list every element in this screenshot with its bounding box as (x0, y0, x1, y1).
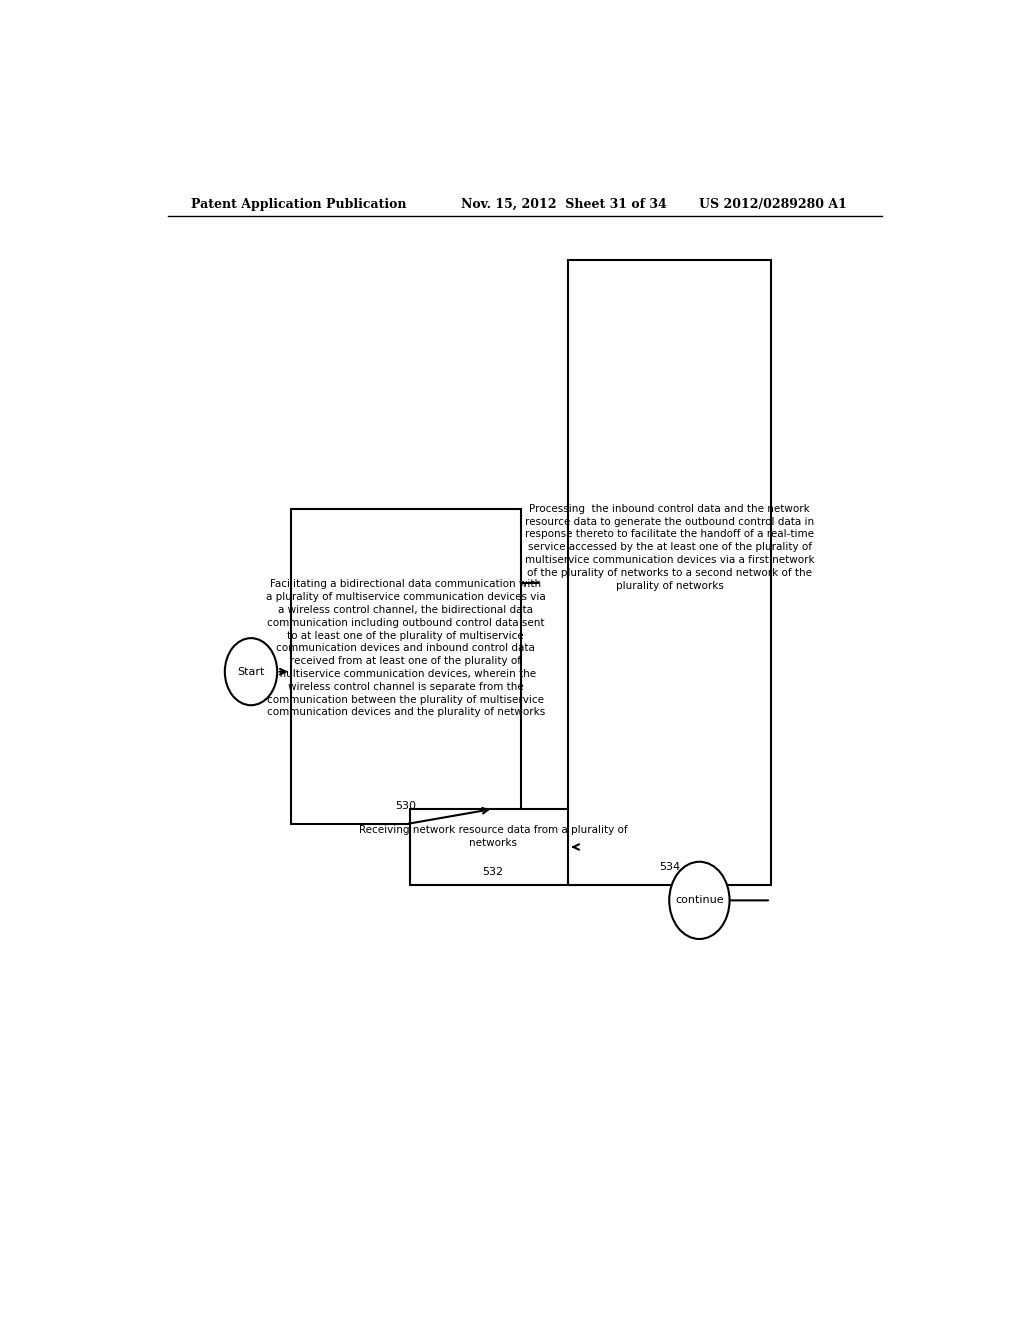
FancyBboxPatch shape (410, 809, 577, 886)
Text: US 2012/0289280 A1: US 2012/0289280 A1 (699, 198, 847, 211)
Text: Patent Application Publication: Patent Application Publication (191, 198, 407, 211)
Text: continue: continue (675, 895, 724, 906)
Text: FIG. 48: FIG. 48 (459, 562, 519, 578)
Text: Start: Start (238, 667, 264, 677)
FancyBboxPatch shape (291, 510, 521, 824)
Text: Processing  the inbound control data and the network
resource data to generate t: Processing the inbound control data and … (525, 504, 814, 590)
Text: 534: 534 (659, 862, 680, 871)
Circle shape (670, 862, 729, 939)
Text: 530: 530 (395, 801, 417, 810)
Circle shape (225, 638, 278, 705)
Text: 532: 532 (482, 867, 504, 876)
Text: Nov. 15, 2012  Sheet 31 of 34: Nov. 15, 2012 Sheet 31 of 34 (461, 198, 667, 211)
FancyBboxPatch shape (568, 260, 771, 886)
Text: Facilitating a bidirectional data communication with
a plurality of multiservice: Facilitating a bidirectional data commun… (266, 579, 546, 717)
Text: Receiving network resource data from a plurality of
networks: Receiving network resource data from a p… (358, 825, 628, 849)
